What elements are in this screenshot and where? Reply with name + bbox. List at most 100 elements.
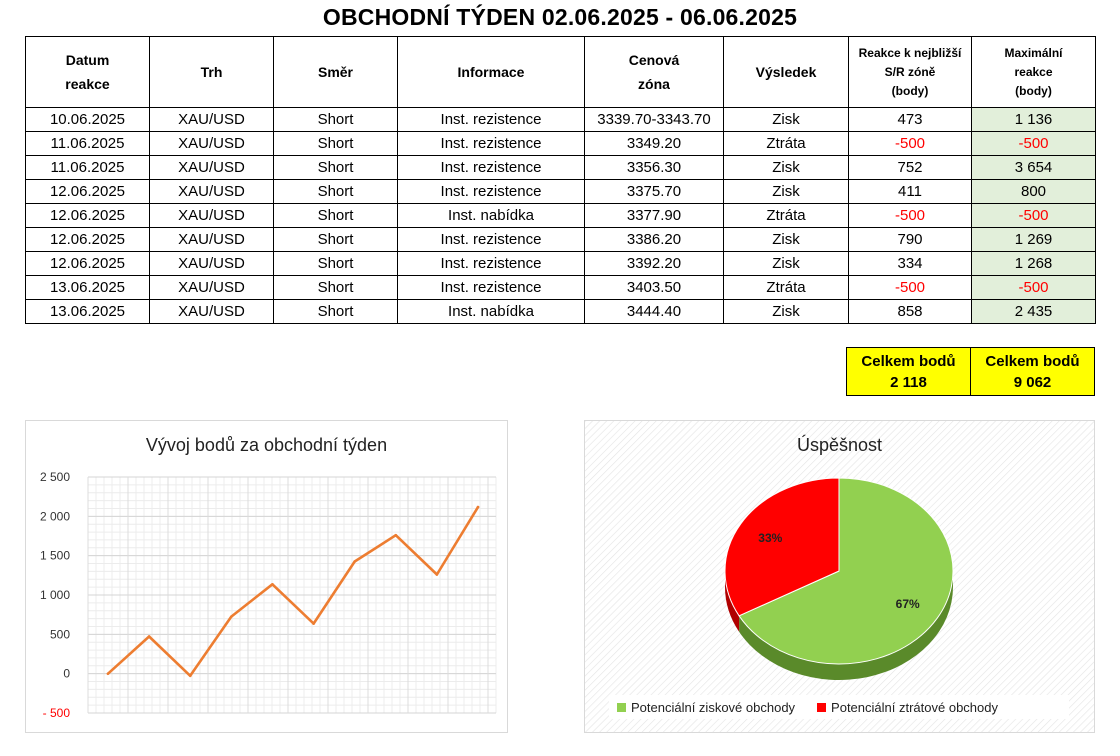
cell-market[interactable]: XAU/USD: [149, 227, 274, 252]
cell-market[interactable]: XAU/USD: [149, 131, 274, 156]
cell-date[interactable]: 11.06.2025: [25, 155, 150, 180]
pie-side-win: [739, 571, 953, 680]
cell-zone[interactable]: 3375.70: [584, 179, 724, 204]
cell-date[interactable]: 13.06.2025: [25, 275, 150, 300]
header-reaction[interactable]: Reakce k nejbližší S/R zóně (body): [848, 36, 972, 108]
page-title: OBCHODNÍ TÝDEN 02.06.2025 - 06.06.2025: [322, 4, 798, 30]
cell-date[interactable]: 11.06.2025: [25, 131, 150, 156]
pie-legend: Potenciální ziskové obchody Potenciální …: [609, 695, 1069, 719]
cell-reaction[interactable]: -500: [848, 275, 972, 300]
cell-reaction[interactable]: 473: [848, 107, 972, 132]
cell-result[interactable]: Zisk: [723, 155, 849, 180]
cell-result[interactable]: Ztráta: [723, 275, 849, 300]
cell-max[interactable]: 1 269: [971, 227, 1096, 252]
cell-market[interactable]: XAU/USD: [149, 155, 274, 180]
cell-result[interactable]: Zisk: [723, 251, 849, 276]
cell-direction[interactable]: Short: [273, 203, 398, 228]
cell-info[interactable]: Inst. rezistence: [397, 179, 585, 204]
pie-chart[interactable]: Úspěšnost 67% 33% Potenciální ziskové obc…: [584, 420, 1095, 733]
cell-reaction[interactable]: 334: [848, 251, 972, 276]
cell-zone[interactable]: 3392.20: [584, 251, 724, 276]
data-point: [147, 635, 151, 638]
cell-zone[interactable]: 3356.30: [584, 155, 724, 180]
cell-max[interactable]: 1 268: [971, 251, 1096, 276]
cell-zone[interactable]: 3386.20: [584, 227, 724, 252]
cell-info[interactable]: Inst. nabídka: [397, 299, 585, 324]
cell-max[interactable]: 3 654: [971, 155, 1096, 180]
y-tick-label: 500: [50, 627, 70, 641]
cell-market[interactable]: XAU/USD: [149, 251, 274, 276]
cell-info[interactable]: Inst. nabídka: [397, 203, 585, 228]
cell-result[interactable]: Zisk: [723, 299, 849, 324]
cell-reaction[interactable]: 790: [848, 227, 972, 252]
cell-info[interactable]: Inst. rezistence: [397, 131, 585, 156]
cell-zone[interactable]: 3444.40: [584, 299, 724, 324]
cell-date[interactable]: 10.06.2025: [25, 107, 150, 132]
cell-market[interactable]: XAU/USD: [149, 179, 274, 204]
cell-reaction[interactable]: 752: [848, 155, 972, 180]
pie-slice-loss: [724, 477, 840, 617]
pie-data-label: 33%: [758, 531, 782, 545]
cell-result[interactable]: Ztráta: [723, 131, 849, 156]
cell-max[interactable]: 2 435: [971, 299, 1096, 324]
cell-result[interactable]: Zisk: [723, 227, 849, 252]
y-tick-label: 2 500: [40, 470, 70, 484]
cell-direction[interactable]: Short: [273, 275, 398, 300]
cell-info[interactable]: Inst. rezistence: [397, 227, 585, 252]
cell-market[interactable]: XAU/USD: [149, 275, 274, 300]
legend-label-win[interactable]: Potenciální ziskové obchody: [631, 699, 796, 715]
header-direction[interactable]: Směr: [273, 36, 398, 108]
header-market[interactable]: Trh: [149, 36, 274, 108]
header-max-reaction[interactable]: Maximální reakce (body): [971, 36, 1096, 108]
table-row: 12.06.2025 XAU/USD Short Inst. rezistence 33…: [25, 251, 1096, 276]
cell-market[interactable]: XAU/USD: [149, 299, 274, 324]
cell-result[interactable]: Ztráta: [723, 203, 849, 228]
header-date[interactable]: Datum reakce: [25, 36, 150, 108]
legend-label-loss[interactable]: Potenciální ztrátové obchody: [831, 699, 998, 715]
cell-zone[interactable]: 3339.70-3343.70: [584, 107, 724, 132]
line-chart[interactable]: Vývoj bodů za obchodní týden - 500 0 500 1 …: [25, 420, 508, 733]
cell-date[interactable]: 12.06.2025: [25, 203, 150, 228]
cell-direction[interactable]: Short: [273, 299, 398, 324]
cell-info[interactable]: Inst. rezistence: [397, 155, 585, 180]
cell-date[interactable]: 12.06.2025: [25, 227, 150, 252]
max-total-cell[interactable]: Celkem bodů 9 062: [970, 347, 1095, 396]
cell-max[interactable]: -500: [971, 131, 1096, 156]
cell-reaction[interactable]: 411: [848, 179, 972, 204]
cell-zone[interactable]: 3349.20: [584, 131, 724, 156]
cell-max[interactable]: -500: [971, 275, 1096, 300]
cell-direction[interactable]: Short: [273, 107, 398, 132]
total-label: Celkem bodů: [861, 352, 956, 370]
data-point: [435, 573, 439, 576]
data-point: [394, 533, 398, 537]
cell-info[interactable]: Inst. rezistence: [397, 107, 585, 132]
data-point: [312, 622, 315, 625]
cell-market[interactable]: XAU/USD: [149, 203, 274, 228]
cell-market[interactable]: XAU/USD: [149, 107, 274, 132]
cell-direction[interactable]: Short: [273, 251, 398, 276]
cell-date[interactable]: 12.06.2025: [25, 251, 150, 276]
header-result[interactable]: Výsledek: [723, 36, 849, 108]
cell-zone[interactable]: 3377.90: [584, 203, 724, 228]
cell-result[interactable]: Zisk: [723, 179, 849, 204]
cell-date[interactable]: 13.06.2025: [25, 299, 150, 324]
cell-max[interactable]: 1 136: [971, 107, 1096, 132]
reaction-total-cell[interactable]: Celkem bodů 2 118: [846, 347, 971, 396]
series-line: [106, 505, 480, 678]
cell-direction[interactable]: Short: [273, 227, 398, 252]
cell-max[interactable]: 800: [971, 179, 1096, 204]
cell-info[interactable]: Inst. rezistence: [397, 275, 585, 300]
cell-direction[interactable]: Short: [273, 131, 398, 156]
cell-reaction[interactable]: -500: [848, 131, 972, 156]
header-zone[interactable]: Cenová zóna: [584, 36, 724, 108]
cell-zone[interactable]: 3403.50: [584, 275, 724, 300]
cell-date[interactable]: 12.06.2025: [25, 179, 150, 204]
cell-reaction[interactable]: -500: [848, 203, 972, 228]
cell-result[interactable]: Zisk: [723, 107, 849, 132]
cell-direction[interactable]: Short: [273, 179, 398, 204]
cell-reaction[interactable]: 858: [848, 299, 972, 324]
cell-direction[interactable]: Short: [273, 155, 398, 180]
header-info[interactable]: Informace: [397, 36, 585, 108]
cell-max[interactable]: -500: [971, 203, 1096, 228]
cell-info[interactable]: Inst. rezistence: [397, 251, 585, 276]
